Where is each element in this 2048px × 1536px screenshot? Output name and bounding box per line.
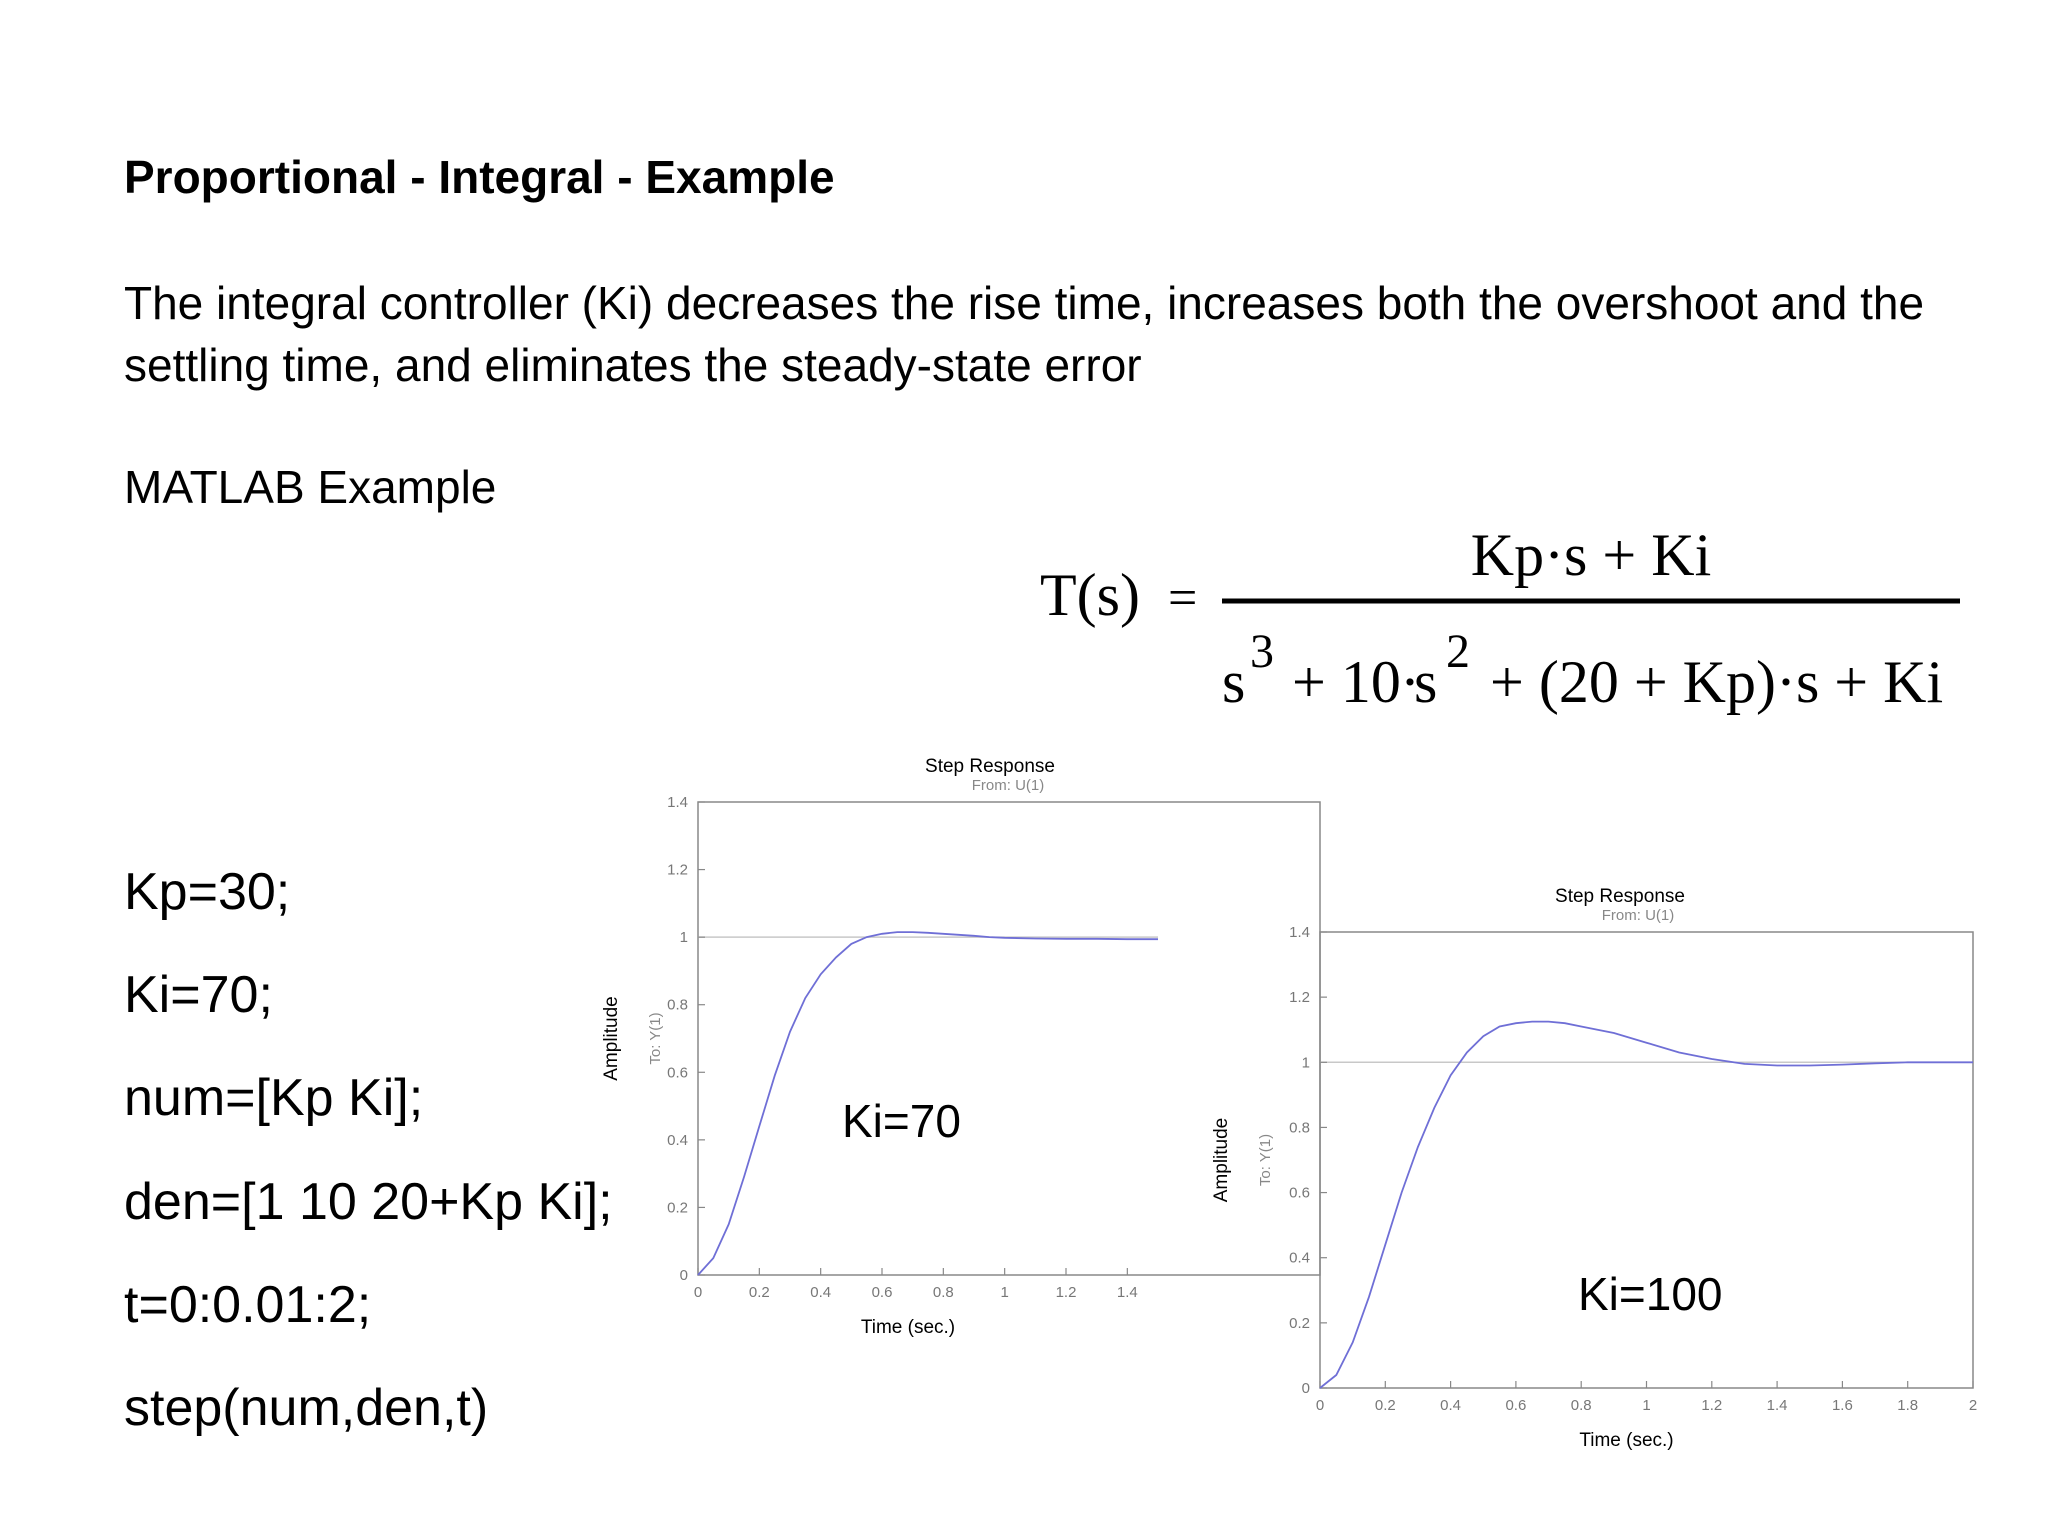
y-axis-output-label: To: Y(1) bbox=[647, 1012, 664, 1064]
code-line-kp: Kp=30; bbox=[124, 863, 291, 921]
x-axis-label: Time (sec.) bbox=[861, 1317, 955, 1338]
x-tick-label: 0 bbox=[694, 1284, 702, 1301]
y-tick-label: 0 bbox=[1302, 1380, 1310, 1397]
y-tick-label: 0.2 bbox=[667, 1199, 688, 1216]
y-tick-label: 0.6 bbox=[667, 1064, 688, 1081]
y-tick-label: 0.8 bbox=[1289, 1119, 1310, 1136]
y-tick-label: 1.2 bbox=[1289, 989, 1310, 1006]
x-tick-label: 2 bbox=[1969, 1397, 1977, 1414]
x-tick-label: 1.2 bbox=[1701, 1397, 1722, 1414]
ki-annotation: Ki=70 bbox=[842, 1095, 961, 1147]
x-tick-label: 0.2 bbox=[749, 1284, 770, 1301]
x-tick-label: 0.4 bbox=[1440, 1397, 1461, 1414]
chart-title: Step Response bbox=[925, 756, 1055, 777]
y-tick-label: 0.4 bbox=[667, 1132, 688, 1149]
formula-den-exp3: 3 bbox=[1250, 625, 1274, 678]
code-line-t: t=0:0.01:2; bbox=[124, 1276, 372, 1334]
y-axis-label: Amplitude bbox=[1211, 1118, 1232, 1203]
y-tick-label: 0.8 bbox=[667, 997, 688, 1014]
y-axis-output-label: To: Y(1) bbox=[1257, 1134, 1274, 1186]
code-line-ki: Ki=70; bbox=[124, 966, 273, 1024]
x-tick-label: 0.8 bbox=[933, 1284, 954, 1301]
code-line-num: num=[Kp Ki]; bbox=[124, 1069, 424, 1127]
formula-den-s2: s bbox=[1414, 649, 1437, 715]
chart-subtitle: From: U(1) bbox=[972, 777, 1045, 794]
y-tick-label: 1 bbox=[1302, 1054, 1310, 1071]
y-tick-label: 1.4 bbox=[667, 794, 688, 811]
formula-den-plus10: + 10 bbox=[1292, 649, 1401, 715]
y-tick-label: 0.2 bbox=[1289, 1315, 1310, 1332]
x-tick-label: 1.6 bbox=[1832, 1397, 1853, 1414]
formula-den-s: s bbox=[1222, 649, 1245, 715]
formula-equals: = bbox=[1168, 570, 1197, 627]
x-tick-label: 1 bbox=[1000, 1284, 1008, 1301]
step-response-line bbox=[1319, 1020, 1973, 1389]
step-response-line bbox=[697, 931, 1158, 1276]
x-tick-label: 0.6 bbox=[1505, 1397, 1526, 1414]
step-response-plot-ki100: 0 0.2 0.4 0.6 0.8 1 1.2 1.4 0 0.2 0.4 0.6 0.8 1 1.2 1.4… bbox=[1211, 886, 1977, 1451]
code-line-den: den=[1 10 20+Kp Ki]; bbox=[124, 1173, 613, 1231]
transfer-function: T(s) = Kp·s + Ki s 3 + 10 · s 2 + (20 + … bbox=[1040, 522, 1960, 715]
x-axis-label: Time (sec.) bbox=[1579, 1430, 1673, 1451]
formula-den-dot: · bbox=[1400, 649, 1420, 715]
y-axis-label: Amplitude bbox=[601, 996, 622, 1081]
x-tick-label: 1.4 bbox=[1117, 1284, 1138, 1301]
code-line-step: step(num,den,t) bbox=[124, 1379, 489, 1437]
chart-title: Step Response bbox=[1555, 886, 1685, 907]
x-tick-label: 0.2 bbox=[1375, 1397, 1396, 1414]
formula-numerator: Kp·s + Ki bbox=[1471, 522, 1712, 588]
x-tick-label: 0.4 bbox=[810, 1284, 831, 1301]
x-tick-label: 0.8 bbox=[1571, 1397, 1592, 1414]
y-tick-label: 0.4 bbox=[1289, 1250, 1310, 1267]
matlab-heading: MATLAB Example bbox=[124, 461, 497, 513]
y-tick-label: 0.6 bbox=[1289, 1185, 1310, 1202]
formula-den-rest: + (20 + Kp)·s + Ki bbox=[1490, 649, 1943, 715]
slide-title: Proportional - Integral - Example bbox=[124, 151, 835, 203]
x-tick-label: 1.2 bbox=[1056, 1284, 1077, 1301]
y-tick-label: 1.2 bbox=[667, 862, 688, 879]
x-tick-label: 0.6 bbox=[872, 1284, 893, 1301]
y-tick-label: 0 bbox=[680, 1267, 688, 1284]
x-tick-label: 1 bbox=[1642, 1397, 1650, 1414]
formula-lhs: T(s) bbox=[1040, 562, 1140, 628]
x-tick-label: 1.4 bbox=[1767, 1397, 1788, 1414]
y-tick-label: 1 bbox=[680, 929, 688, 946]
chart-subtitle: From: U(1) bbox=[1602, 907, 1675, 924]
x-tick-label: 1.8 bbox=[1897, 1397, 1918, 1414]
ki-annotation: Ki=100 bbox=[1578, 1268, 1723, 1320]
formula-den-exp2: 2 bbox=[1446, 625, 1470, 678]
y-tick-label: 1.4 bbox=[1289, 924, 1310, 941]
intro-paragraph: The integral controller (Ki) decreases t… bbox=[124, 277, 1925, 391]
x-tick-label: 0 bbox=[1316, 1397, 1324, 1414]
step-response-plot-ki70: 0 0.2 0.4 0.6 0.8 1 1.2 1.4 0 0.2 0.4 0.6 0.8 1 1.2 1.4… bbox=[601, 756, 1321, 1338]
